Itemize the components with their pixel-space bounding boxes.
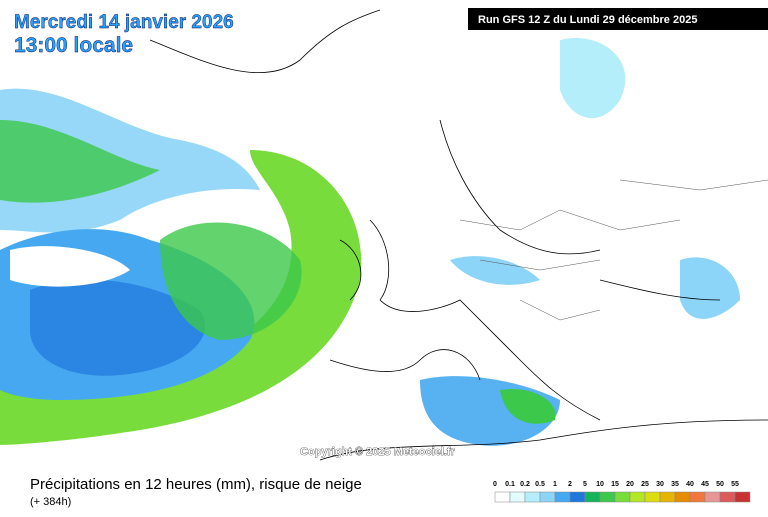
legend-label: 50 — [716, 481, 724, 488]
legend-label: 10 — [596, 481, 604, 488]
legend-label: 0.2 — [520, 481, 530, 488]
legend-swatch — [599, 491, 616, 503]
legend-swatch — [494, 491, 511, 503]
legend: 0 0.1 0.2 0.5 1 2 5 10 15 20 25 30 35 40 45 50 55 — [493, 481, 751, 503]
caption-title: Précipitations en 12 heures (mm), risque… — [30, 476, 362, 493]
legend-swatch — [734, 491, 751, 503]
legend-swatch — [674, 491, 691, 503]
legend-swatch — [584, 491, 601, 503]
legend-swatch — [719, 491, 736, 503]
legend-label: 0.1 — [505, 481, 515, 488]
legend-swatch — [509, 491, 526, 503]
legend-label: 1 — [553, 481, 557, 488]
legend-swatch — [629, 491, 646, 503]
footer — [0, 465, 768, 512]
legend-swatch — [569, 491, 586, 503]
date: Mercredi 14 janvier 2026 — [14, 12, 234, 33]
time: 13:00 locale — [14, 34, 133, 57]
legend-label: 35 — [671, 481, 679, 488]
legend-swatch — [704, 491, 721, 503]
coastlines — [149, 9, 768, 461]
legend-label: 15 — [611, 481, 619, 488]
legend-swatch — [644, 491, 661, 503]
legend-swatch — [524, 491, 541, 503]
legend-label: 0.5 — [535, 481, 545, 488]
legend-swatch — [659, 491, 676, 503]
run-info: Run GFS 12 Z du Lundi 29 décembre 2025 — [478, 14, 697, 26]
copyright: Copyright © 2025 Meteociel.fr — [300, 446, 456, 458]
caption-lead: (+ 384h) — [30, 496, 71, 508]
legend-label: 0 — [493, 481, 497, 488]
legend-label: 55 — [731, 481, 739, 488]
legend-swatch — [554, 491, 571, 503]
legend-label: 30 — [656, 481, 664, 488]
legend-label: 25 — [641, 481, 649, 488]
legend-swatch — [689, 491, 706, 503]
legend-label: 5 — [583, 481, 587, 488]
legend-swatch — [539, 491, 556, 503]
legend-label: 40 — [686, 481, 694, 488]
run-banner — [468, 8, 768, 30]
legend-label: 20 — [626, 481, 634, 488]
precipitation-field — [0, 38, 740, 446]
legend-swatch — [614, 491, 631, 503]
legend-label: 45 — [701, 481, 709, 488]
legend-label: 2 — [568, 481, 572, 488]
borders — [459, 179, 768, 321]
